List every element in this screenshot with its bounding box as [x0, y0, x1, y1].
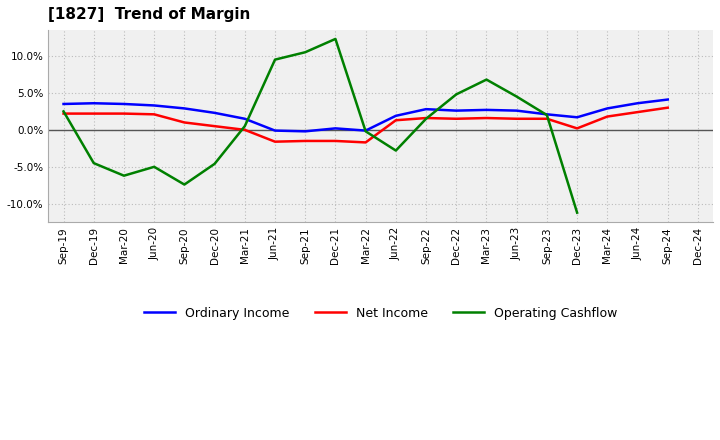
Line: Operating Cashflow: Operating Cashflow [63, 39, 577, 213]
Net Income [240, 127, 249, 132]
Net Income [271, 139, 279, 144]
Ordinary Income [452, 108, 461, 113]
Net Income [210, 124, 219, 129]
Ordinary Income [573, 115, 582, 120]
Ordinary Income [271, 128, 279, 133]
Net Income [331, 138, 340, 143]
Net Income [180, 120, 189, 125]
Net Income [513, 116, 521, 121]
Net Income [120, 111, 128, 116]
Ordinary Income [331, 126, 340, 131]
Ordinary Income [301, 128, 310, 134]
Operating Cashflow [361, 128, 370, 134]
Net Income [361, 140, 370, 145]
Net Income [482, 115, 491, 121]
Net Income [392, 117, 400, 123]
Ordinary Income [210, 110, 219, 115]
Net Income [603, 114, 611, 119]
Net Income [663, 105, 672, 110]
Ordinary Income [361, 128, 370, 133]
Net Income [543, 116, 552, 121]
Ordinary Income [240, 116, 249, 121]
Operating Cashflow [513, 94, 521, 99]
Net Income [301, 138, 310, 143]
Net Income [573, 126, 582, 131]
Ordinary Income [482, 107, 491, 113]
Ordinary Income [663, 97, 672, 102]
Net Income [422, 115, 431, 121]
Text: [1827]  Trend of Margin: [1827] Trend of Margin [48, 7, 251, 22]
Operating Cashflow [422, 116, 431, 121]
Ordinary Income [120, 101, 128, 106]
Operating Cashflow [89, 161, 98, 166]
Net Income [150, 112, 158, 117]
Ordinary Income [150, 103, 158, 108]
Ordinary Income [392, 113, 400, 118]
Ordinary Income [59, 101, 68, 106]
Line: Ordinary Income: Ordinary Income [63, 99, 667, 131]
Operating Cashflow [120, 173, 128, 178]
Operating Cashflow [301, 50, 310, 55]
Ordinary Income [633, 101, 642, 106]
Ordinary Income [422, 106, 431, 112]
Operating Cashflow [59, 109, 68, 114]
Operating Cashflow [180, 182, 189, 187]
Net Income [633, 110, 642, 115]
Operating Cashflow [573, 210, 582, 215]
Net Income [452, 116, 461, 121]
Net Income [59, 111, 68, 116]
Ordinary Income [513, 108, 521, 113]
Operating Cashflow [210, 161, 219, 166]
Operating Cashflow [452, 92, 461, 97]
Net Income [89, 111, 98, 116]
Line: Net Income: Net Income [63, 108, 667, 143]
Operating Cashflow [543, 113, 552, 118]
Ordinary Income [543, 112, 552, 117]
Operating Cashflow [240, 124, 249, 129]
Legend: Ordinary Income, Net Income, Operating Cashflow: Ordinary Income, Net Income, Operating C… [139, 301, 623, 325]
Operating Cashflow [150, 164, 158, 169]
Operating Cashflow [331, 36, 340, 41]
Ordinary Income [180, 106, 189, 111]
Ordinary Income [89, 101, 98, 106]
Operating Cashflow [482, 77, 491, 82]
Operating Cashflow [392, 148, 400, 153]
Ordinary Income [603, 106, 611, 111]
Operating Cashflow [271, 57, 279, 62]
